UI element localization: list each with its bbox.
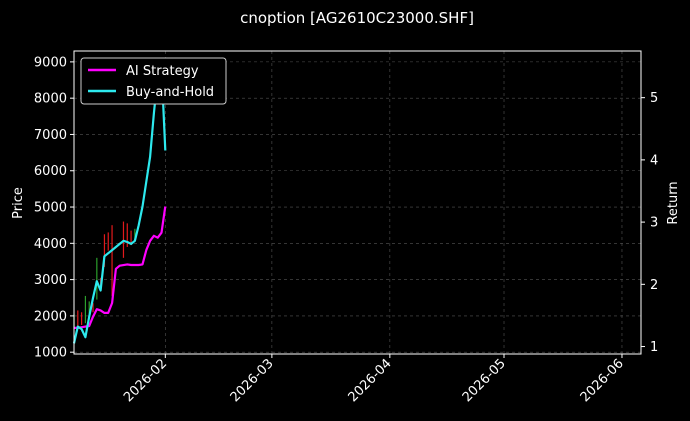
gridlines [74, 51, 641, 354]
y-axis-label: Price [11, 187, 26, 219]
legend: AI Strategy Buy-and-Hold [80, 57, 227, 105]
y-tick-label: 5000 [34, 201, 67, 216]
y-tick-label: 3000 [34, 273, 67, 288]
y-tick-label: 9000 [34, 55, 67, 70]
series-line-ai-strategy [74, 206, 167, 329]
y2-axis-label: Return [666, 181, 681, 224]
chart-title: cnoption [AG2610C23000.SHF] [240, 9, 474, 27]
y-tick-label: 8000 [34, 92, 67, 107]
y2-tick-label: 3 [650, 216, 658, 231]
y2-tick-label: 5 [650, 91, 658, 106]
y2-tick-label: 2 [650, 278, 658, 293]
series-lines [72, 65, 167, 344]
y-tick-label: 7000 [34, 128, 67, 143]
right-axis-ticks: 1 2 3 4 5 [641, 91, 658, 355]
y2-tick-label: 1 [650, 340, 658, 355]
plot-frame [73, 50, 642, 355]
y2-tick-label: 4 [650, 153, 658, 168]
legend-box [80, 57, 227, 105]
left-axis-ticks: 1000 2000 3000 4000 5000 6000 7000 8000 9000 [34, 55, 74, 361]
legend-label-ai-strategy: AI Strategy [126, 64, 199, 79]
y-tick-label: 6000 [34, 164, 67, 179]
series-line-buy-and-hold [72, 65, 167, 344]
y-tick-label: 1000 [34, 346, 67, 361]
legend-label-buy-and-hold: Buy-and-Hold [126, 85, 214, 100]
y-tick-label: 4000 [34, 237, 67, 252]
y-tick-label: 2000 [34, 309, 67, 324]
